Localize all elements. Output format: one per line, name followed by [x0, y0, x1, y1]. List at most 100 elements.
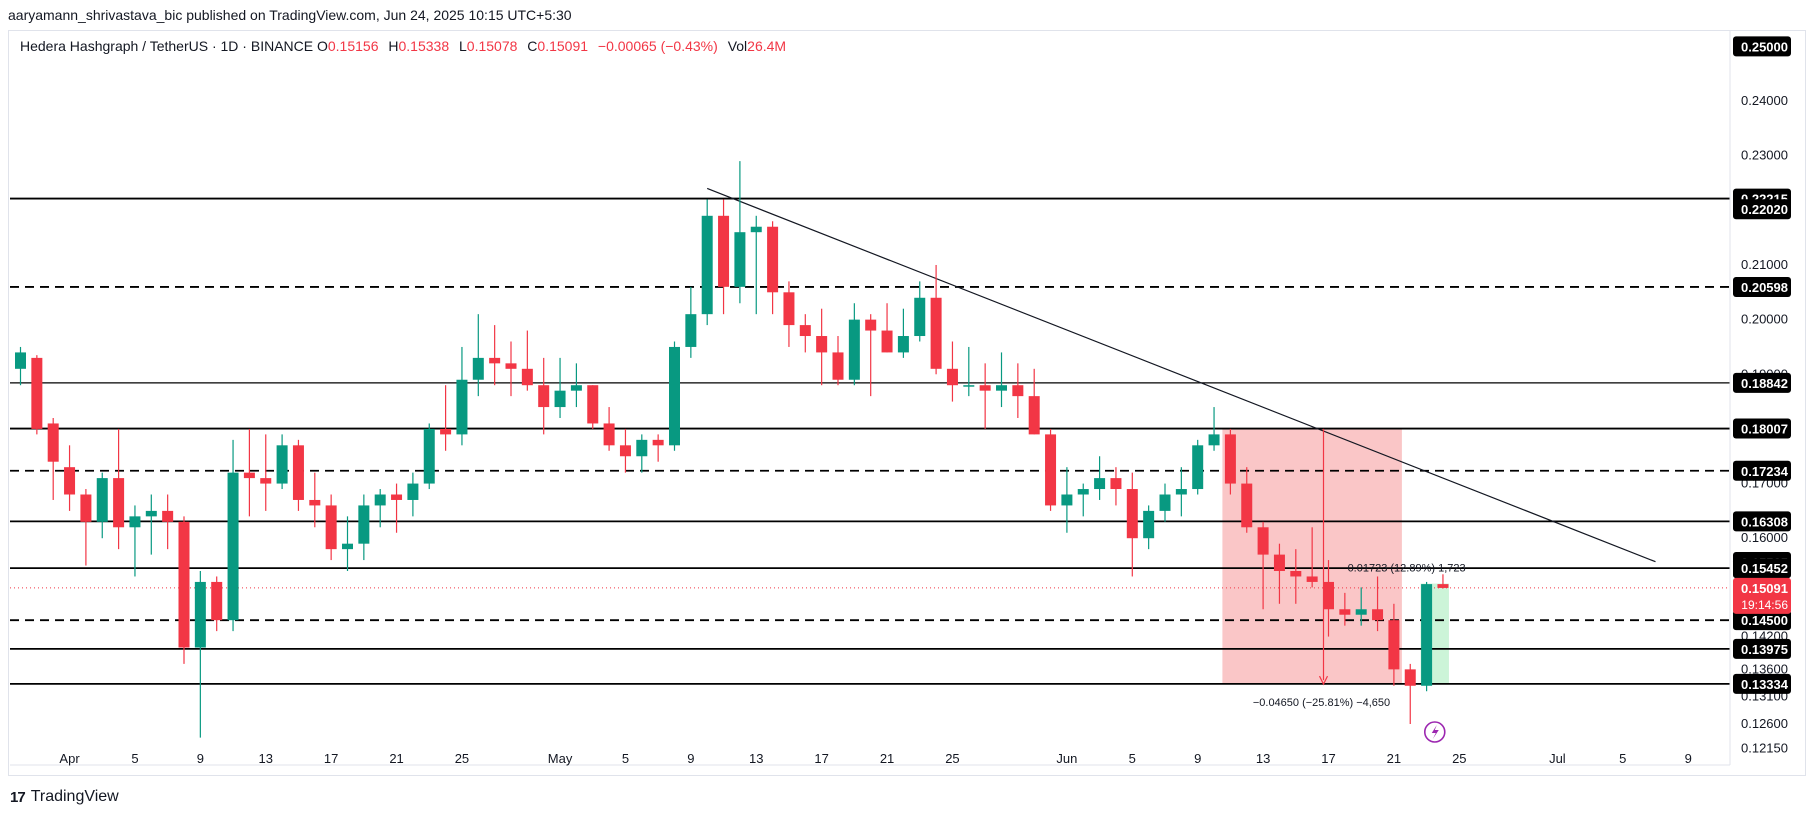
candle-52[interactable]: [865, 314, 877, 397]
candle-77[interactable]: [1273, 543, 1285, 604]
candle-60[interactable]: [996, 352, 1007, 408]
candle-32[interactable]: [538, 357, 550, 435]
candle-81[interactable]: [1339, 592, 1351, 626]
candle-80[interactable]: [1323, 560, 1334, 637]
candle-50[interactable]: [832, 336, 844, 386]
candle-73[interactable]: [1208, 407, 1220, 451]
candle-16[interactable]: [276, 434, 288, 490]
candle-18[interactable]: [309, 472, 321, 528]
candle-35[interactable]: [587, 385, 599, 429]
candle-67[interactable]: [1110, 467, 1122, 506]
candle-63[interactable]: [1045, 428, 1057, 511]
candle-70[interactable]: [1159, 483, 1171, 522]
candle-43[interactable]: [718, 199, 730, 315]
candle-30[interactable]: [505, 341, 517, 397]
candle-36[interactable]: [603, 407, 615, 451]
candle-46[interactable]: [767, 221, 779, 315]
candle-49[interactable]: [816, 308, 828, 386]
candle-12[interactable]: [211, 576, 223, 632]
volume-label: Vol: [727, 38, 748, 54]
candle-47[interactable]: [783, 281, 795, 347]
candle-26[interactable]: [440, 385, 452, 451]
candle-48[interactable]: [799, 314, 811, 353]
candle-37[interactable]: [619, 428, 631, 473]
candle-19[interactable]: [325, 494, 337, 561]
lightning-flash-icon[interactable]: [1423, 721, 1446, 743]
candle-41[interactable]: [685, 286, 697, 358]
candle-64[interactable]: [1061, 467, 1073, 533]
candle-25[interactable]: [423, 423, 435, 490]
level-price-tag-bg: [1733, 199, 1791, 220]
candle-3[interactable]: [64, 445, 76, 511]
candle-22[interactable]: [374, 489, 386, 528]
candle-11[interactable]: [194, 571, 206, 738]
candle-42[interactable]: [701, 199, 713, 326]
candle-4[interactable]: [80, 489, 92, 566]
chart-panel[interactable]: [8, 30, 1806, 776]
candle-9[interactable]: [162, 494, 174, 550]
candle-15[interactable]: [260, 434, 272, 511]
candle-44[interactable]: [734, 161, 746, 304]
candle-6[interactable]: [113, 428, 125, 550]
candle-82[interactable]: [1355, 587, 1367, 626]
candle-38[interactable]: [636, 434, 648, 473]
candle-86[interactable]: [1421, 581, 1433, 692]
candle-54[interactable]: [897, 308, 909, 358]
candle-33[interactable]: [554, 357, 566, 418]
candle-61[interactable]: [1012, 363, 1024, 418]
candle-55[interactable]: [914, 281, 926, 342]
candle-13[interactable]: [227, 439, 239, 632]
candle-body: [31, 357, 43, 429]
candle-20[interactable]: [342, 516, 353, 572]
candle-39[interactable]: [652, 434, 664, 462]
candle-31[interactable]: [521, 330, 533, 391]
candle-8[interactable]: [145, 494, 157, 555]
level-price-tag-9: 0.15452: [1733, 558, 1791, 579]
candle-51[interactable]: [848, 303, 860, 386]
candle-65[interactable]: [1077, 483, 1089, 517]
candle-0[interactable]: [15, 346, 26, 386]
candle-57[interactable]: [946, 341, 958, 402]
candle-7[interactable]: [129, 505, 141, 577]
candle-83[interactable]: [1372, 576, 1384, 632]
candle-56[interactable]: [930, 264, 942, 375]
candle-78[interactable]: [1290, 549, 1302, 604]
candle-10[interactable]: [178, 516, 190, 664]
candle-17[interactable]: [292, 439, 304, 511]
candle-59[interactable]: [979, 363, 991, 429]
descending-trendline[interactable]: [706, 187, 1656, 563]
candle-53[interactable]: [881, 303, 893, 353]
candle-45[interactable]: [750, 215, 762, 315]
candle-40[interactable]: [669, 341, 680, 451]
candle-69[interactable]: [1143, 505, 1155, 550]
candle-5[interactable]: [96, 472, 108, 539]
candle-24[interactable]: [407, 472, 419, 517]
candle-62[interactable]: [1028, 368, 1040, 435]
candle-1[interactable]: [31, 355, 43, 435]
candle-29[interactable]: [489, 325, 501, 386]
candle-79[interactable]: [1306, 527, 1318, 588]
candle-87[interactable]: [1437, 574, 1449, 589]
candle-body: [701, 215, 713, 315]
candle-2[interactable]: [47, 417, 59, 500]
candle-27[interactable]: [456, 346, 468, 446]
candle-72[interactable]: [1192, 439, 1204, 495]
candle-58[interactable]: [963, 346, 975, 397]
candle-71[interactable]: [1175, 467, 1187, 517]
candle-28[interactable]: [472, 314, 484, 397]
tradingview-brand-label: TradingView: [30, 788, 119, 805]
candle-84[interactable]: [1388, 603, 1400, 686]
tradingview-brand[interactable]: 17 TradingView: [10, 788, 119, 806]
candle-14[interactable]: [243, 428, 255, 517]
candle-23[interactable]: [391, 483, 403, 533]
candle-76[interactable]: [1257, 521, 1269, 610]
candle-34[interactable]: [570, 363, 582, 408]
candle-74[interactable]: [1224, 428, 1236, 495]
candle-85[interactable]: [1404, 663, 1416, 725]
candle-75[interactable]: [1241, 467, 1253, 533]
candle-21[interactable]: [358, 494, 370, 561]
candle-68[interactable]: [1126, 472, 1138, 577]
candle-66[interactable]: [1094, 456, 1106, 500]
change-value: −0.00065 (−0.43%): [597, 38, 718, 54]
